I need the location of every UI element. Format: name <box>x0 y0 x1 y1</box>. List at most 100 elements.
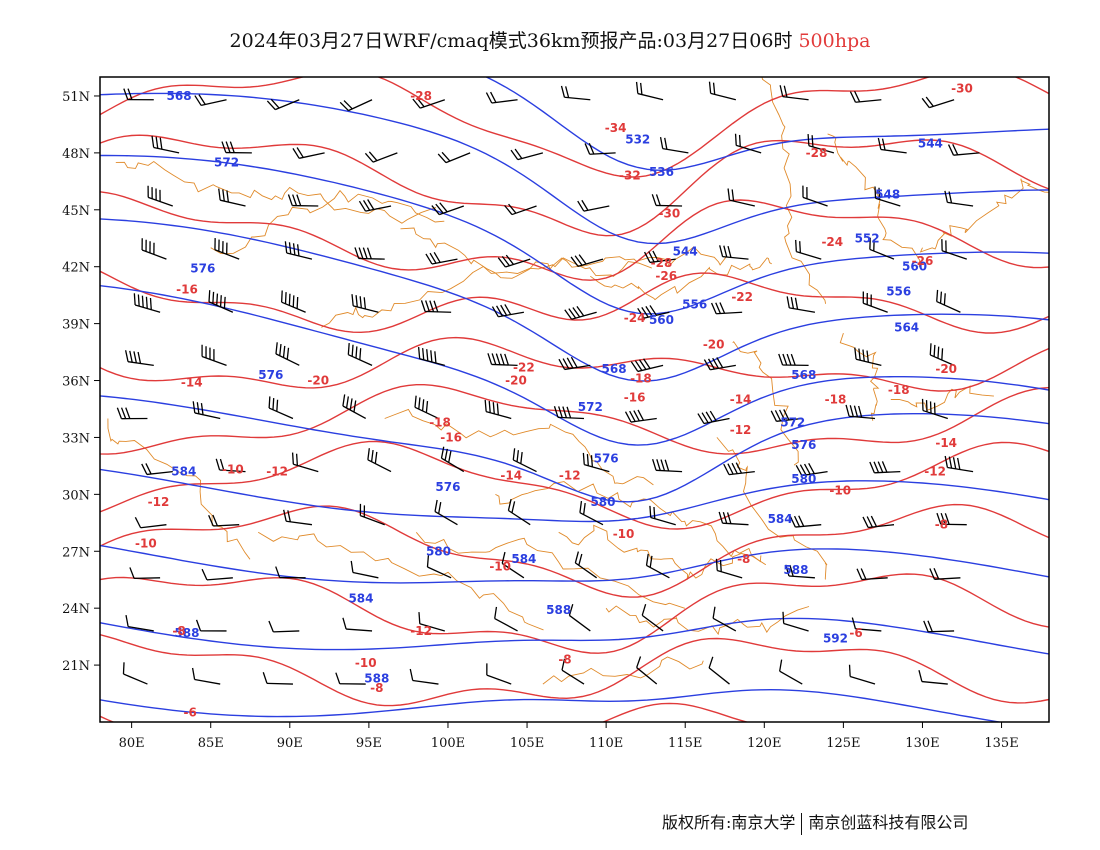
temperature-contour-label: -18 <box>630 372 652 386</box>
wind-barb <box>719 245 749 260</box>
height-contour-label: 588 <box>546 603 571 617</box>
wind-barb <box>358 199 392 212</box>
height-contour-label: 580 <box>791 472 816 486</box>
temperature-contour-label: -18 <box>429 415 451 429</box>
wind-barb <box>417 346 445 366</box>
temperature-contour-line <box>100 336 1049 392</box>
wind-barb <box>560 85 591 101</box>
height-contour-label: 568 <box>791 368 816 382</box>
temperature-contour-label: -26 <box>655 269 677 283</box>
wind-barb <box>141 463 173 476</box>
wind-barb <box>651 194 683 207</box>
temperature-contour-line <box>100 134 1049 237</box>
temperature-contour-label: -8 <box>558 652 571 666</box>
lon-tick-label: 125E <box>826 736 860 751</box>
credit-separator <box>801 812 803 835</box>
height-contour-label: 576 <box>190 262 215 276</box>
height-contour-label: 544 <box>918 136 943 150</box>
wind-barb <box>944 455 974 473</box>
wind-barb <box>342 617 373 632</box>
chart-title: 2024年03月27日WRF/cmaq模式36km预报产品:03月27日06时 5… <box>0 26 1100 53</box>
wind-barb <box>734 133 762 154</box>
temperature-contour-label: -8 <box>370 681 383 695</box>
wind-barb <box>116 407 148 420</box>
border-line <box>115 160 437 224</box>
wind-barb <box>851 617 882 632</box>
wind-barb <box>491 304 524 318</box>
temperature-contour-line <box>100 440 1049 530</box>
temperature-contour-label: -22 <box>731 290 753 304</box>
wind-barb <box>929 343 955 366</box>
height-contour-line <box>100 468 1049 523</box>
wind-barb <box>708 81 736 101</box>
wind-barb <box>944 190 974 207</box>
wind-barb <box>577 199 610 212</box>
wind-barb <box>715 558 743 579</box>
wind-barb <box>929 568 961 580</box>
wind-barb <box>354 247 385 260</box>
wind-barbs <box>116 81 980 685</box>
wind-barb <box>485 91 518 104</box>
border-line <box>605 605 810 636</box>
temperature-contour-label: -6 <box>849 626 862 640</box>
height-contour-line <box>100 284 1049 446</box>
wind-barb <box>635 81 664 101</box>
wind-barb <box>778 353 809 367</box>
wind-barb <box>921 398 948 420</box>
wind-barb <box>208 514 240 527</box>
wind-barb <box>486 663 512 685</box>
wind-barb <box>845 404 876 420</box>
height-contour-label: 584 <box>768 512 793 526</box>
border-line <box>107 418 251 560</box>
map-plot-area: 568 572 532 536 544 548 552 544 556 560 576 576 568 5… <box>100 77 1049 722</box>
height-contour-label: 548 <box>875 188 900 202</box>
temperature-contour-line <box>100 77 1049 178</box>
wind-barb <box>936 512 967 526</box>
wind-barb <box>147 185 173 207</box>
temperature-contour-label: -18 <box>888 383 910 397</box>
wind-barb <box>268 620 300 633</box>
wind-barb <box>712 606 737 632</box>
wind-barb <box>941 239 967 260</box>
height-contour-label: 588 <box>174 626 199 640</box>
lon-tick-label: 80E <box>119 736 145 751</box>
lat-tick-label: 30N <box>62 488 90 503</box>
credit-company: 南京创蓝科技有限公司 <box>808 813 969 832</box>
temperature-contour-label: -28 <box>651 256 673 270</box>
temperature-contour-label: -10 <box>135 537 157 551</box>
wind-barb <box>275 342 300 366</box>
wind-barb <box>649 505 676 526</box>
border-line <box>400 227 727 279</box>
wind-barb <box>283 509 313 526</box>
wind-barb <box>636 656 658 685</box>
height-contour-label: 576 <box>435 480 460 494</box>
wind-barb <box>553 406 585 420</box>
wind-barb <box>856 568 888 581</box>
temperature-contour-label: -12 <box>266 465 288 479</box>
wind-barb <box>708 656 730 685</box>
wind-barb <box>770 409 803 422</box>
temperature-contour-label: -24 <box>624 311 646 325</box>
temperature-contour-label: -18 <box>825 393 847 407</box>
wind-barb <box>574 551 598 579</box>
wind-barb <box>129 567 161 580</box>
border-line <box>919 178 1049 253</box>
height-contour-label: 564 <box>894 320 919 334</box>
wind-barb <box>877 137 907 154</box>
wind-barb <box>124 350 154 366</box>
wind-barb <box>280 290 306 313</box>
map-frame <box>99 76 1050 723</box>
lat-tick-label: 33N <box>62 431 90 446</box>
wind-barb <box>584 142 616 155</box>
wind-barb <box>339 99 373 112</box>
wind-barb <box>795 239 822 260</box>
lon-tick-label: 130E <box>905 736 939 751</box>
temperature-contour-label: -30 <box>659 207 681 221</box>
height-contour-line <box>100 688 1004 722</box>
wind-barb <box>637 305 670 319</box>
height-contour-label: 588 <box>783 563 808 577</box>
border-line <box>590 257 772 301</box>
height-contour-label: 572 <box>578 400 603 414</box>
temperature-contour-label: -20 <box>935 362 957 376</box>
wind-barb <box>807 134 835 154</box>
